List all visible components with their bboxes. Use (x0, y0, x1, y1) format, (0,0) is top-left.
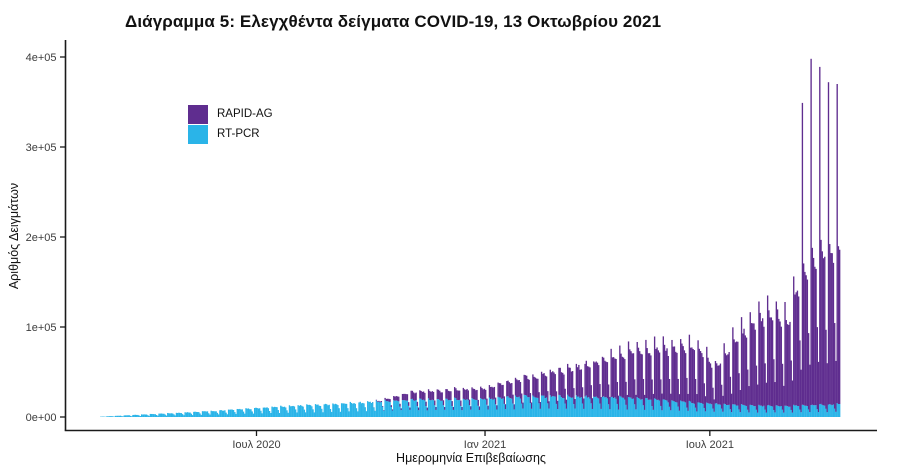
chart-title: Διάγραμμα 5: Ελεγχθέντα δείγματα COVID-1… (125, 12, 662, 31)
y-tick-label: 2e+05 (26, 232, 57, 244)
axes-group: 0e+00 1e+05 2e+05 3e+05 4e+05 Ιουλ 2020 Ιαν 20… (26, 40, 877, 451)
legend-item-rt-pcr: RT-PCR (188, 124, 273, 144)
bars-group (100, 58, 841, 417)
x-axis-title: Ημερομηνία Επιβεβαίωσης (396, 451, 546, 465)
legend-swatch-rapid-ag-icon (188, 104, 208, 124)
y-tick-label: 1e+05 (26, 322, 57, 334)
x-tick-label: Ιαν 2021 (464, 439, 506, 451)
legend: RAPID-AG RT-PCR (188, 104, 273, 144)
legend-label-rt-pcr: RT-PCR (217, 128, 260, 140)
legend-label-rapid-ag: RAPID-AG (217, 108, 273, 120)
legend-item-rapid-ag: RAPID-AG (188, 104, 273, 124)
x-tick-label: Ιουλ 2020 (232, 439, 280, 451)
y-tick-label: 0e+00 (26, 412, 57, 424)
y-tick-label: 4e+05 (26, 52, 57, 64)
legend-swatch-rt-pcr-icon (188, 124, 208, 144)
x-tick-label: Ιουλ 2021 (686, 439, 734, 451)
y-tick-label: 3e+05 (26, 142, 57, 154)
y-axis-title: Αριθμός Δειγμάτων (7, 182, 21, 290)
